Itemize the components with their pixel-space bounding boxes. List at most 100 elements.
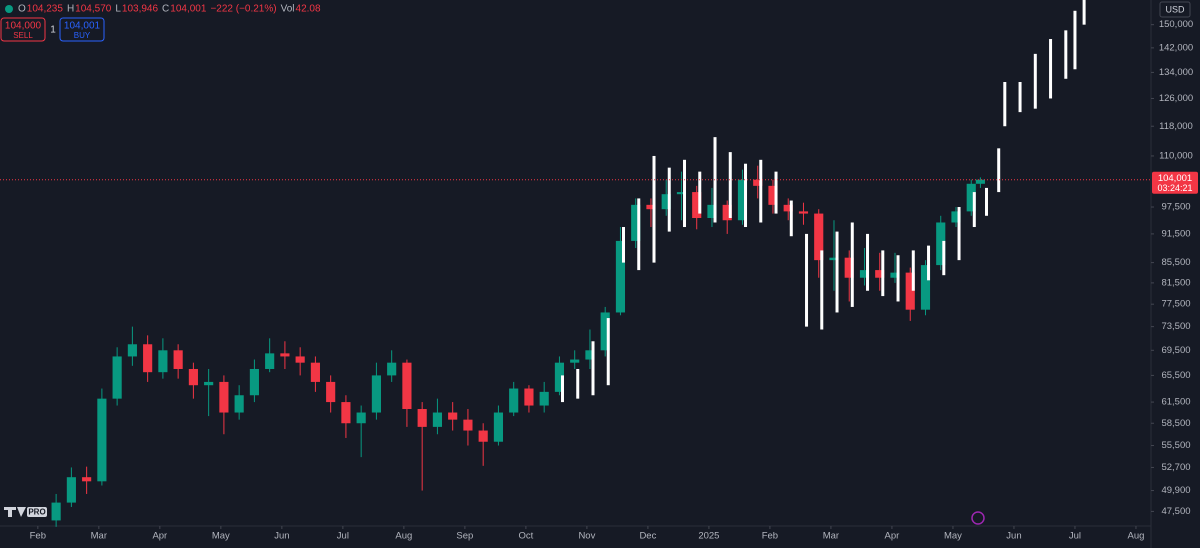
candle-body bbox=[463, 419, 473, 431]
x-tick-label: 2025 bbox=[698, 531, 719, 542]
overlay-bar bbox=[835, 231, 839, 313]
x-tick-label: Dec bbox=[639, 531, 656, 542]
overlay-bar bbox=[1082, 0, 1086, 25]
candle-body bbox=[646, 204, 656, 210]
candle-body bbox=[173, 350, 183, 369]
last-price-label: 104,001 bbox=[1158, 173, 1192, 184]
candle-body bbox=[112, 356, 122, 399]
logo-mark bbox=[4, 507, 26, 517]
overlay-bar bbox=[576, 368, 580, 399]
y-tick-label: 97,500 bbox=[1161, 202, 1190, 213]
overlay-bar bbox=[927, 245, 931, 281]
candle-body bbox=[875, 270, 885, 278]
candle-body bbox=[905, 272, 915, 310]
candle-body bbox=[951, 211, 961, 223]
overlay-bar bbox=[591, 341, 595, 396]
overlay-bar bbox=[1003, 81, 1007, 127]
candle-body bbox=[570, 359, 580, 363]
x-tick-label: Aug bbox=[1128, 531, 1145, 542]
candle-body bbox=[600, 312, 610, 351]
plot bbox=[0, 0, 1150, 527]
overlay-bar bbox=[652, 155, 656, 263]
currency-box[interactable] bbox=[1159, 1, 1191, 18]
candle-body bbox=[859, 270, 870, 278]
logo-text: PRO bbox=[28, 508, 45, 517]
candle-body bbox=[341, 402, 351, 424]
candle-body bbox=[310, 362, 320, 382]
overlay-bar bbox=[850, 222, 854, 307]
candle-body bbox=[722, 204, 732, 221]
candle-body bbox=[631, 204, 641, 241]
overlay-bar bbox=[997, 148, 1001, 193]
candle-body bbox=[478, 430, 488, 442]
overlay-bar bbox=[774, 171, 778, 214]
candle-body bbox=[265, 353, 275, 369]
sell-price: 104,000 bbox=[5, 21, 42, 32]
overlay-bar bbox=[1064, 30, 1068, 79]
overlay-bar bbox=[698, 171, 702, 214]
x-tick-label: Mar bbox=[91, 531, 107, 542]
x-tick-label: Jun bbox=[1006, 531, 1021, 542]
overlay-bar bbox=[972, 192, 976, 228]
sell-label: SELL bbox=[13, 31, 33, 40]
candle-body bbox=[936, 222, 946, 266]
currency: USD bbox=[1165, 4, 1185, 14]
overlay-bar bbox=[866, 233, 870, 291]
x-tick-label: Jul bbox=[1069, 531, 1081, 542]
overlay-bar bbox=[896, 255, 900, 302]
candle-body bbox=[524, 388, 534, 406]
x-tick-label: Feb bbox=[30, 531, 46, 542]
candle-body bbox=[158, 350, 168, 373]
candle-body bbox=[295, 356, 305, 363]
candle-body bbox=[975, 179, 985, 184]
overlay-bar bbox=[637, 198, 641, 271]
y-tick-label: 150,000 bbox=[1159, 19, 1193, 30]
overlay-bar bbox=[622, 227, 626, 263]
overlay-bar bbox=[744, 163, 748, 228]
last-price-tag bbox=[1152, 171, 1198, 194]
candle-body bbox=[82, 477, 92, 482]
ohlc-value: 104,001 bbox=[170, 4, 207, 15]
candle-body bbox=[204, 381, 214, 386]
assistant-icon[interactable] bbox=[971, 511, 985, 525]
change: −222 (−0.21%) bbox=[210, 4, 276, 15]
buy-button[interactable] bbox=[59, 17, 105, 42]
ohlc-value: 104,235 bbox=[27, 4, 64, 15]
candle-body bbox=[783, 204, 793, 212]
candle-body bbox=[432, 412, 443, 427]
x-tick-label: Jul bbox=[337, 531, 349, 542]
candle-body bbox=[127, 344, 137, 357]
buy-price: 104,001 bbox=[64, 21, 101, 32]
candle-body bbox=[814, 213, 824, 261]
candle-body bbox=[798, 211, 809, 214]
candle-body bbox=[890, 272, 900, 278]
y-tick-label: 55,500 bbox=[1161, 440, 1190, 451]
candle-body bbox=[356, 412, 366, 424]
x-tick-label: Oct bbox=[518, 531, 533, 542]
overlay-bar bbox=[984, 187, 988, 216]
x-tick-label: Jun bbox=[274, 531, 289, 542]
ohlc-label: O bbox=[18, 4, 26, 15]
candle-body bbox=[585, 350, 595, 360]
volume-label: Vol bbox=[281, 4, 295, 15]
logo-badge bbox=[27, 507, 47, 517]
candle-body bbox=[753, 179, 763, 186]
y-tick-label: 134,000 bbox=[1159, 67, 1193, 78]
y-tick-label: 49,900 bbox=[1161, 485, 1190, 496]
candle-body bbox=[539, 391, 549, 406]
status-dot bbox=[5, 5, 13, 13]
overlay-bar bbox=[805, 233, 809, 327]
candle-body bbox=[51, 502, 61, 521]
y-tick-label: 77,500 bbox=[1161, 299, 1190, 310]
y-tick-label: 73,500 bbox=[1161, 321, 1190, 332]
overlay-bar bbox=[713, 137, 717, 223]
sell-button[interactable] bbox=[0, 17, 46, 42]
y-tick-label: 118,000 bbox=[1159, 121, 1193, 132]
countdown: 03:24:21 bbox=[1157, 183, 1192, 193]
candle-body bbox=[661, 194, 671, 210]
volume-value: 42.08 bbox=[296, 4, 321, 15]
candle-body bbox=[66, 477, 76, 503]
x-tick-label: May bbox=[212, 531, 230, 542]
